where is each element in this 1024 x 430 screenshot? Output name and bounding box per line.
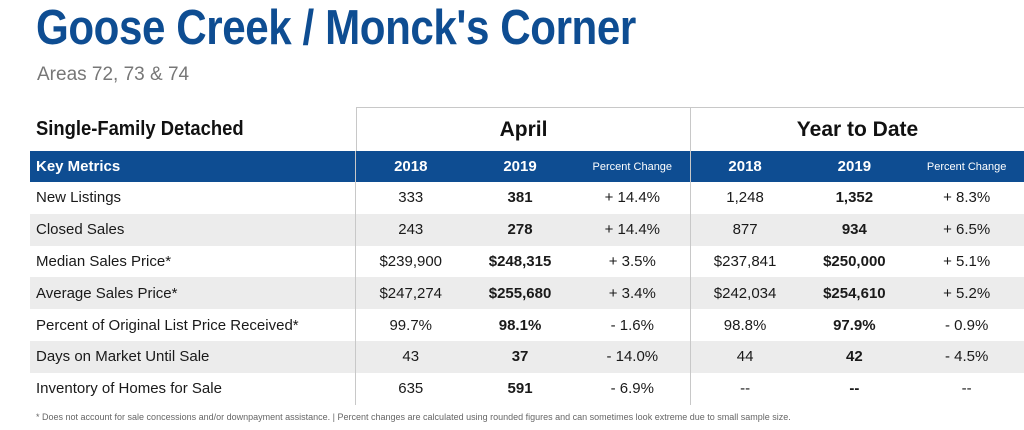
cell-label: Days on Market Until Sale bbox=[36, 348, 210, 366]
cell-apr-pct: + 14.4% bbox=[604, 221, 661, 239]
cell-ytd-2019: 42 bbox=[846, 348, 863, 366]
footnote: * Does not account for sale concessions … bbox=[36, 412, 791, 422]
group-header-april: April bbox=[356, 107, 691, 151]
table-row: Percent of Original List Price Received*… bbox=[30, 309, 1024, 341]
table-row: Closed Sales 243 278 + 14.4% 877 934 + 6.5% bbox=[30, 213, 1024, 246]
table-row: Inventory of Homes for Sale 635 591 - 6.9% -… bbox=[30, 372, 1024, 405]
table-row: Median Sales Price* $239,900 $248,315 + 3.5… bbox=[30, 245, 1024, 278]
cell-apr-pct: - 14.0% bbox=[606, 348, 659, 366]
cell-apr-pct: - 6.9% bbox=[610, 380, 654, 398]
cell-ytd-2018: 877 bbox=[689, 213, 800, 246]
column-header-label: Key Metrics bbox=[36, 158, 121, 175]
cell-apr-2019: 278 bbox=[507, 221, 533, 239]
cell-apr-pct: + 3.5% bbox=[608, 252, 656, 270]
cell-ytd-2019: $250,000 bbox=[823, 252, 886, 270]
table-row: New Listings 333 381 + 14.4% 1,248 1,352 + 8.3… bbox=[30, 182, 1024, 214]
cell-ytd-pct: + 5.1% bbox=[943, 252, 991, 270]
cell-ytd-pct: - 4.5% bbox=[944, 348, 989, 366]
cell-ytd-2018: $242,034 bbox=[689, 277, 800, 310]
column-header-april-2018: 2018 bbox=[355, 151, 465, 182]
group-title-april: April bbox=[499, 117, 548, 141]
column-header-ytd-2019: 2019 bbox=[837, 158, 872, 175]
cell-apr-2018: $247,274 bbox=[355, 277, 465, 310]
table-row: Average Sales Price* $247,274 $255,680 + 3.… bbox=[30, 277, 1024, 310]
cell-apr-pct: + 3.4% bbox=[608, 284, 656, 302]
cell-apr-2019: 591 bbox=[507, 380, 533, 398]
table-group-header: Single-Family Detached April Year to Dat… bbox=[30, 107, 1024, 151]
cell-ytd-2019: 934 bbox=[841, 221, 867, 239]
cell-apr-2019: $248,315 bbox=[488, 252, 552, 270]
cell-ytd-pct: + 6.5% bbox=[943, 221, 991, 239]
section-title: Single-Family Detached bbox=[36, 117, 244, 140]
cell-label: Percent of Original List Price Received* bbox=[36, 316, 299, 334]
cell-label: Closed Sales bbox=[36, 221, 125, 239]
column-header-april-2019: 2019 bbox=[503, 158, 537, 175]
cell-apr-2018: 635 bbox=[355, 372, 465, 405]
cell-apr-2019: $255,680 bbox=[488, 284, 552, 302]
page-subtitle: Areas 72, 73 & 74 bbox=[37, 64, 190, 85]
cell-ytd-pct: + 8.3% bbox=[943, 189, 991, 207]
table-body: New Listings 333 381 + 14.4% 1,248 1,352 + 8.3… bbox=[30, 182, 1024, 405]
cell-ytd-2018: 44 bbox=[689, 340, 800, 373]
cell-ytd-pct: -- bbox=[961, 380, 972, 398]
cell-ytd-2018: 98.8% bbox=[689, 309, 800, 341]
metrics-table: Single-Family Detached April Year to Dat… bbox=[30, 107, 1024, 405]
cell-apr-2019: 37 bbox=[511, 348, 529, 366]
cell-ytd-pct: + 5.2% bbox=[943, 284, 991, 302]
cell-apr-2018: 243 bbox=[355, 213, 465, 246]
cell-label: New Listings bbox=[36, 189, 122, 207]
cell-ytd-2019: $254,610 bbox=[823, 284, 886, 302]
table-row: Days on Market Until Sale 43 37 - 14.0% 44 42… bbox=[30, 340, 1024, 373]
cell-ytd-pct: - 0.9% bbox=[944, 316, 989, 334]
cell-ytd-2019: 1,352 bbox=[835, 189, 874, 207]
cell-label: Average Sales Price* bbox=[36, 284, 178, 302]
column-header-april-pct: Percent Change bbox=[592, 160, 673, 173]
group-header-ytd: Year to Date bbox=[691, 107, 1024, 151]
cell-apr-2018: 43 bbox=[355, 340, 465, 373]
cell-ytd-2018: -- bbox=[689, 372, 800, 405]
cell-apr-2018: 333 bbox=[355, 182, 465, 214]
cell-apr-2018: 99.7% bbox=[355, 309, 465, 341]
group-title-ytd: Year to Date bbox=[796, 117, 919, 141]
column-header-ytd-2018: 2018 bbox=[689, 151, 800, 182]
cell-label: Median Sales Price* bbox=[36, 252, 172, 270]
page-title: Goose Creek / Monck's Corner bbox=[36, 1, 636, 55]
cell-ytd-2018: $237,841 bbox=[689, 245, 800, 278]
cell-apr-2019: 98.1% bbox=[498, 316, 542, 334]
cell-ytd-2019: 97.9% bbox=[833, 316, 876, 334]
cell-label: Inventory of Homes for Sale bbox=[36, 380, 222, 398]
cell-apr-2018: $239,900 bbox=[355, 245, 465, 278]
cell-apr-pct: + 14.4% bbox=[604, 189, 661, 207]
cell-ytd-2018: 1,248 bbox=[689, 182, 800, 214]
section-title-cell: Single-Family Detached bbox=[30, 107, 356, 151]
cell-apr-2019: 381 bbox=[507, 189, 533, 207]
column-header-bar: Key Metrics 2018 2019 Percent Change 201… bbox=[30, 151, 1024, 182]
cell-apr-pct: - 1.6% bbox=[610, 316, 654, 334]
column-header-ytd-pct: Percent Change bbox=[926, 160, 1007, 173]
cell-ytd-2019: -- bbox=[849, 380, 860, 398]
